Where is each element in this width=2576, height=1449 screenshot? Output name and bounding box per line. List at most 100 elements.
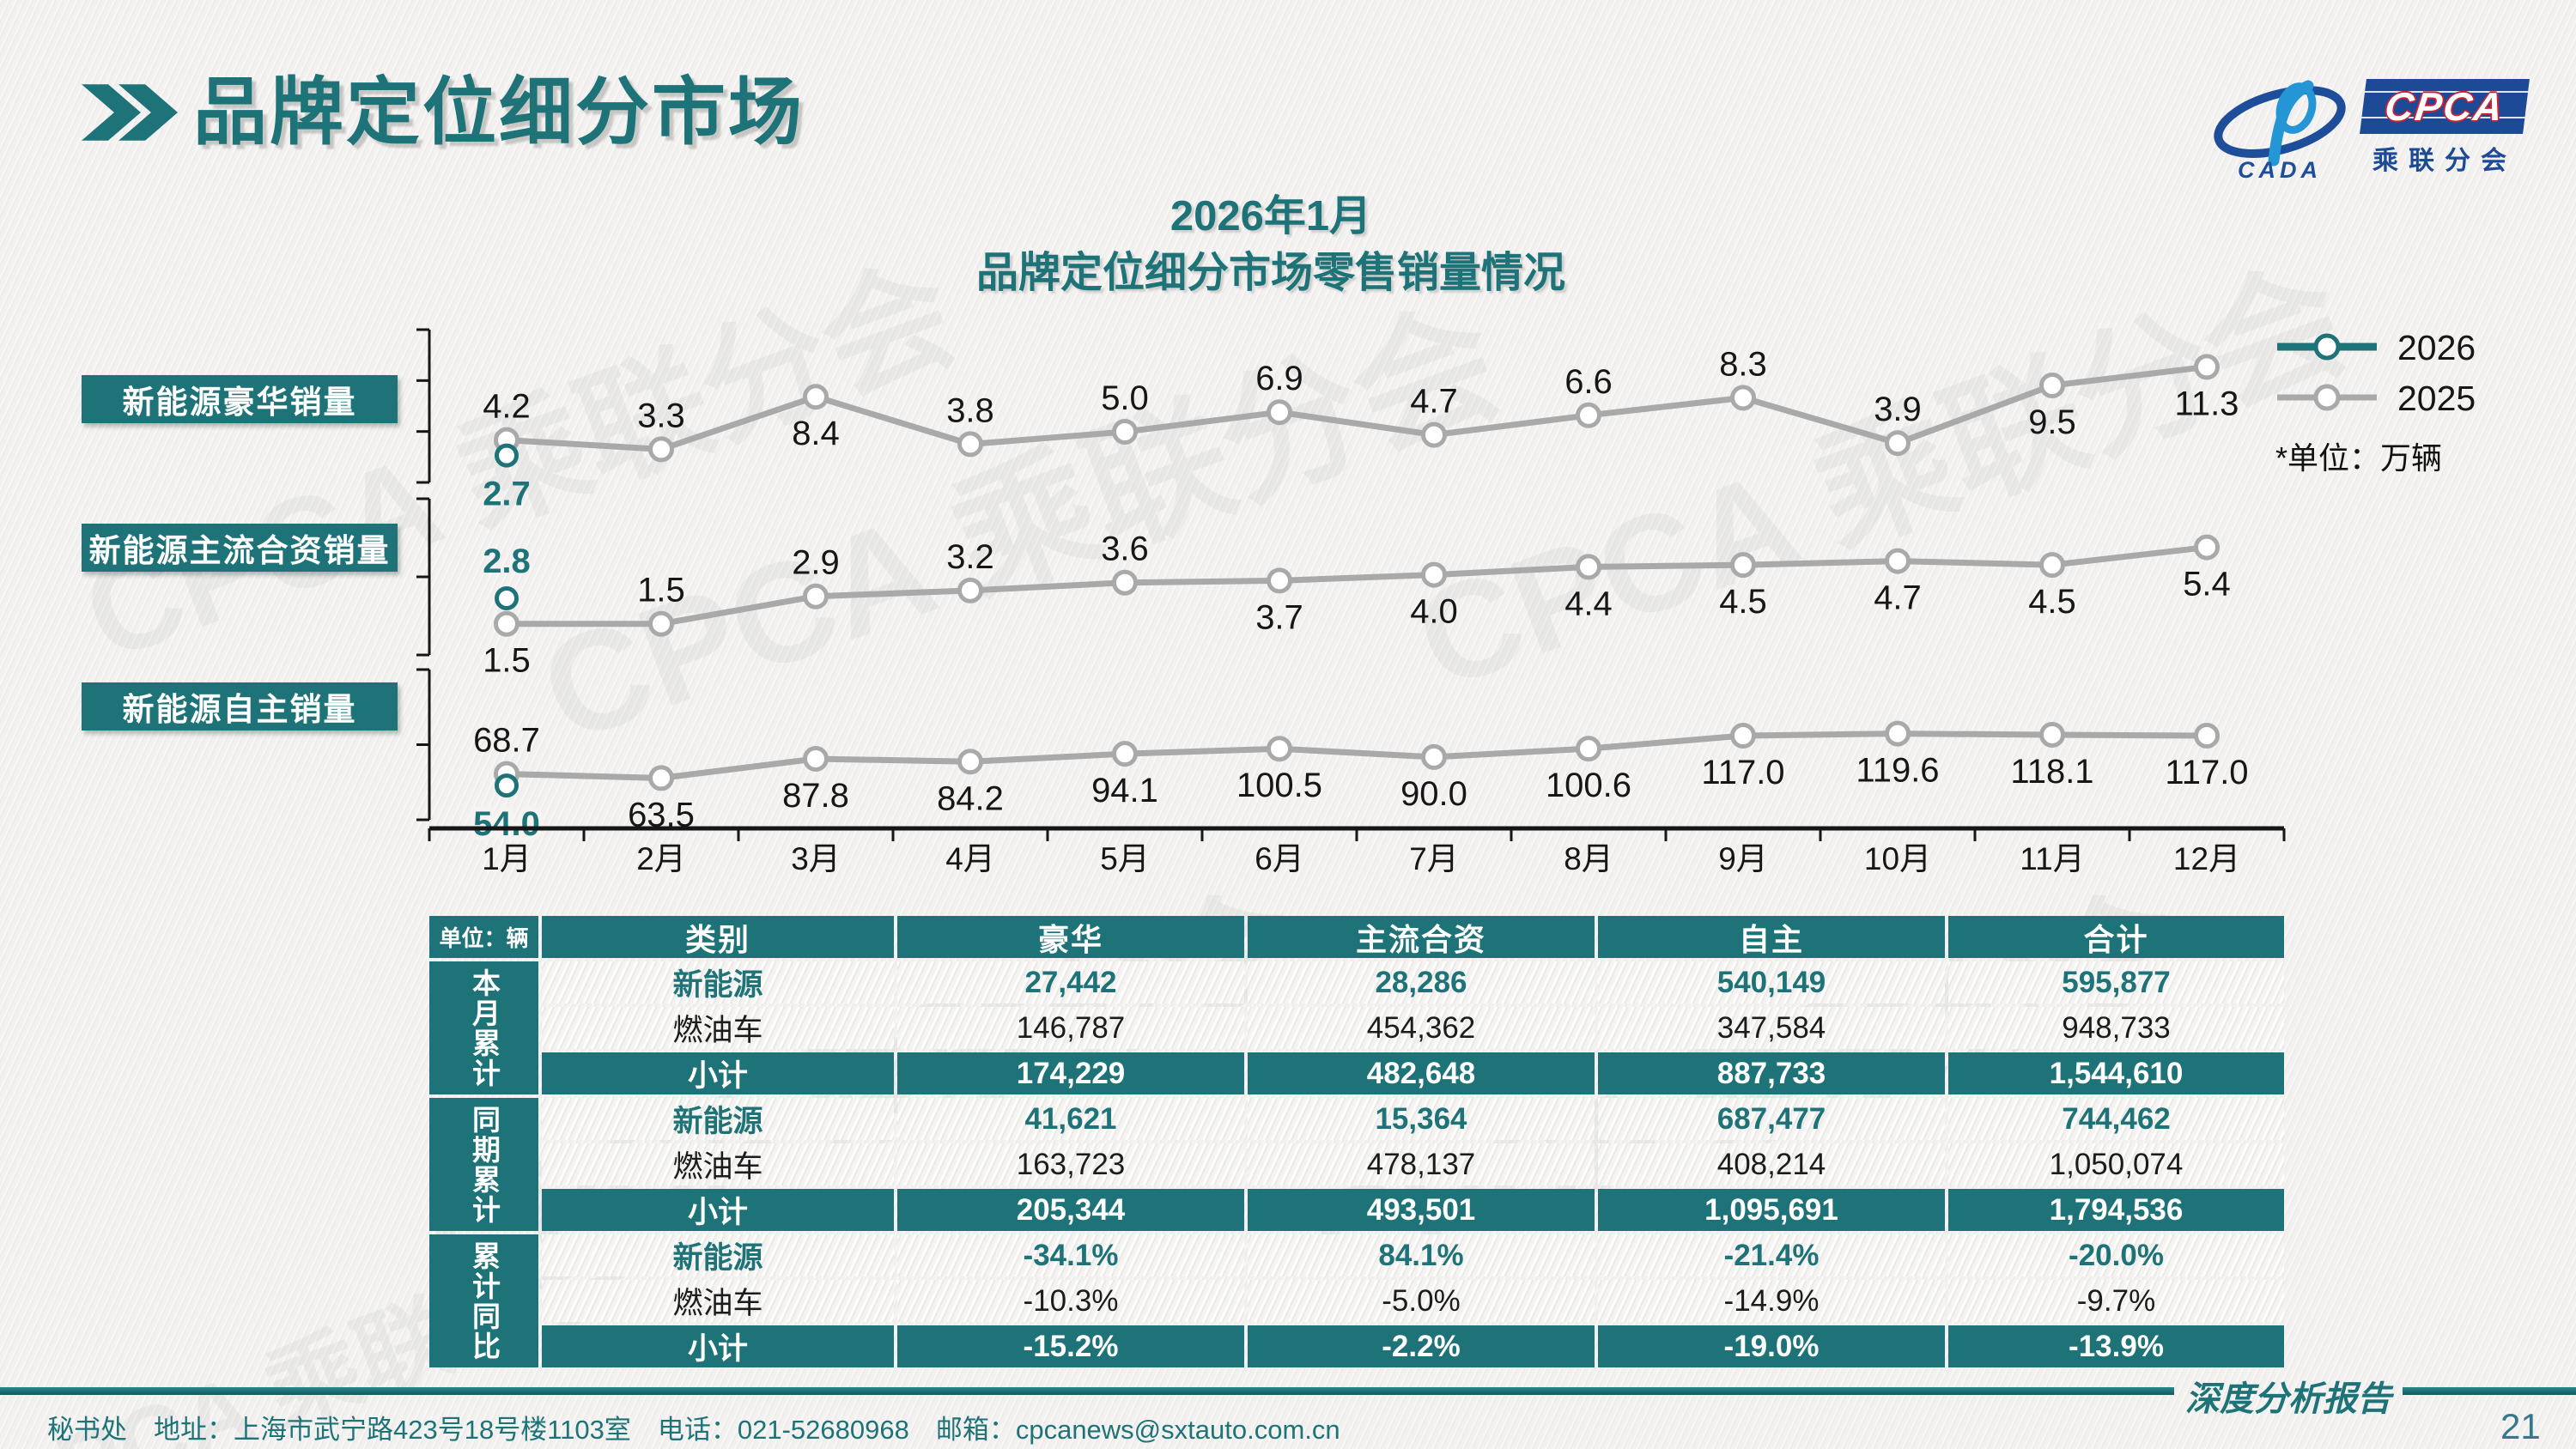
cpca-label: CPCA xyxy=(2382,84,2507,129)
table-cell: -19.0% xyxy=(1598,1325,1945,1367)
cada-logo-mark: CADA xyxy=(2214,80,2346,182)
data-label: 3.2 xyxy=(946,538,994,576)
series-2025-point xyxy=(2194,534,2220,561)
table-row-label: 燃油车 xyxy=(542,1007,894,1049)
data-label: 68.7 xyxy=(473,722,540,760)
table-cell: 28,286 xyxy=(1248,961,1595,1003)
data-label: 3.7 xyxy=(1255,598,1303,636)
table-row-label: 小计 xyxy=(542,1325,894,1367)
table-group-1: 同期累计 xyxy=(429,1098,538,1231)
table-cell: 540,149 xyxy=(1598,961,1945,1003)
table-row-label: 小计 xyxy=(542,1189,894,1231)
series-label-nev-mainstream-jv: 新能源主流合资销量 xyxy=(82,524,398,572)
data-label: 1月 xyxy=(482,841,532,876)
table-row-label: 新能源 xyxy=(542,961,894,1003)
report-type-label: 深度分析报告 xyxy=(2185,1379,2391,1418)
table-cell: 1,544,610 xyxy=(1948,1052,2284,1094)
series-2025-point xyxy=(803,745,829,772)
page-number: 21 xyxy=(2500,1406,2541,1446)
table-row-label: 燃油车 xyxy=(542,1143,894,1185)
sales-table: 单位：辆 类别 豪华 主流合资 自主 合计 本月累计 新能源 27,442 28,286 540,1… xyxy=(429,916,2284,1367)
table-cell: -13.9% xyxy=(1948,1325,2284,1367)
series-2025-point xyxy=(648,436,674,463)
page-title: 品牌定位细分市场 xyxy=(193,71,805,154)
series-2025-point xyxy=(1267,567,1292,594)
series-2025-point xyxy=(1112,741,1138,767)
series-2026-point xyxy=(495,586,519,610)
series-2025-point xyxy=(2039,721,2065,748)
data-label: 5.4 xyxy=(2183,566,2231,603)
cpca-chinese-label: 乘联分会 xyxy=(2372,147,2517,175)
series-2025-point xyxy=(803,384,829,410)
series-2025-point xyxy=(1576,554,1601,580)
cada-label: CADA xyxy=(2238,157,2322,182)
series-2025-point xyxy=(957,749,983,775)
data-label: 6.9 xyxy=(1255,360,1303,397)
series-2025-point xyxy=(648,765,674,791)
table-cell: 205,344 xyxy=(897,1189,1244,1231)
data-label: 4.5 xyxy=(1719,583,1767,621)
table-row-label: 新能源 xyxy=(542,1098,894,1140)
table-unit-label: 单位：辆 xyxy=(429,916,538,958)
table-cell: 15,364 xyxy=(1248,1098,1595,1140)
series-2025-point xyxy=(494,761,519,787)
table-cell: 744,462 xyxy=(1948,1098,2284,1140)
data-label: 84.2 xyxy=(937,779,1004,817)
data-label: 4.0 xyxy=(1410,593,1458,631)
table-col-header-1: 豪华 xyxy=(897,916,1244,958)
data-label: 10月 xyxy=(1864,841,1931,876)
series-2025-line xyxy=(506,363,2208,452)
data-label: 4.2 xyxy=(483,388,531,426)
data-label: 9月 xyxy=(1718,841,1768,876)
data-label: 7月 xyxy=(1409,841,1459,876)
table-row-label: 小计 xyxy=(542,1052,894,1094)
data-label: 6月 xyxy=(1255,841,1304,876)
data-label: 119.6 xyxy=(1856,752,1939,790)
table-cell: -34.1% xyxy=(897,1234,1244,1276)
legend-2025-marker xyxy=(2313,384,2341,411)
double-chevron-icon xyxy=(82,84,178,141)
series-2025-point xyxy=(1267,399,1292,426)
series-label-nev-luxury: 新能源豪华销量 xyxy=(82,375,398,423)
footer-contact-text: 秘书处 地址：上海市武宁路423号18号楼1103室 电话：021-526809… xyxy=(47,1415,1340,1445)
table-cell: -20.0% xyxy=(1948,1234,2284,1276)
data-label: 5.0 xyxy=(1101,379,1149,417)
data-label: 2025 xyxy=(2397,379,2476,418)
series-2026-point xyxy=(495,773,519,798)
table-row-label: 新能源 xyxy=(542,1234,894,1276)
table-cell: -2.2% xyxy=(1248,1325,1595,1367)
table-cell: 1,794,536 xyxy=(1948,1189,2284,1231)
table-cell: 174,229 xyxy=(897,1052,1244,1094)
data-label: 4.5 xyxy=(2028,583,2076,621)
data-label: *单位：万辆 xyxy=(2275,440,2442,476)
data-label: 2026 xyxy=(2397,328,2476,367)
series-2025-point xyxy=(1730,723,1756,749)
table-group-2: 累计同比 xyxy=(429,1234,538,1367)
data-label: 63.5 xyxy=(628,796,695,834)
data-label: 8.4 xyxy=(792,415,840,452)
series-2025-point xyxy=(1730,552,1756,579)
table-cell: 454,362 xyxy=(1248,1007,1595,1049)
series-label-nev-domestic: 新能源自主销量 xyxy=(82,682,398,731)
data-label: 90.0 xyxy=(1400,775,1467,813)
series-2026-point xyxy=(495,443,519,468)
table-cell: 493,501 xyxy=(1248,1189,1595,1231)
series-2025-point xyxy=(1885,720,1911,747)
series-2025-point xyxy=(2039,552,2065,579)
table-cell: 27,442 xyxy=(897,961,1244,1003)
data-label: 100.6 xyxy=(1546,767,1631,804)
table-cell: 687,477 xyxy=(1598,1098,1945,1140)
table-cell: -15.2% xyxy=(897,1325,1244,1367)
series-2025-point xyxy=(494,427,519,453)
footer-divider-right xyxy=(2403,1387,2576,1395)
data-label: 6.6 xyxy=(1564,363,1613,401)
data-label: 12月 xyxy=(2173,841,2240,876)
table-cell: -14.9% xyxy=(1598,1280,1945,1322)
table-cell: 347,584 xyxy=(1598,1007,1945,1049)
data-label: 87.8 xyxy=(782,777,849,815)
data-label: 5月 xyxy=(1100,841,1150,876)
table-cell: 41,621 xyxy=(897,1098,1244,1140)
series-2025-point xyxy=(1112,419,1138,445)
table-col-header-2: 主流合资 xyxy=(1248,916,1595,958)
